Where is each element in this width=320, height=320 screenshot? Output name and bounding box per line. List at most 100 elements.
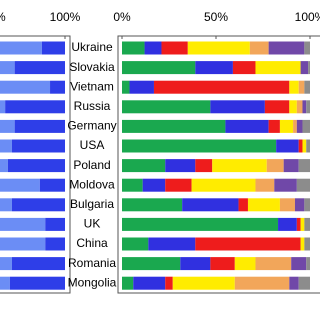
- bar-segment: [45, 237, 65, 251]
- bar-segment: [306, 257, 310, 271]
- bar-segment: [39, 178, 65, 192]
- category-label: Russia: [74, 99, 111, 113]
- bar-segment: [298, 276, 310, 290]
- bar-segment: [300, 217, 305, 231]
- bar-segment: [50, 80, 65, 94]
- bar-segment: [283, 159, 299, 173]
- bar-segment: [264, 100, 290, 114]
- bar-segment: [11, 257, 66, 271]
- bar-segment: [45, 217, 65, 231]
- bar-segment: [289, 100, 297, 114]
- bar-segment: [9, 276, 66, 290]
- bar-segment: [195, 237, 301, 251]
- category-label: Ukraine: [71, 40, 113, 54]
- bar-segment: [304, 80, 310, 94]
- bar-segment: [308, 61, 310, 75]
- bar-segment: [0, 237, 46, 251]
- bar-segment: [195, 61, 233, 75]
- category-label: UK: [84, 217, 101, 231]
- category-label: Bulgaria: [70, 197, 114, 211]
- x-tick-label: 100%: [295, 10, 320, 24]
- bar-segment: [122, 178, 143, 192]
- category-label: Moldova: [69, 177, 115, 191]
- bar-segment: [165, 276, 173, 290]
- bar-segment: [7, 159, 65, 173]
- category-label: Romania: [68, 256, 116, 270]
- category-label: USA: [80, 138, 105, 152]
- category-label: Vietnam: [70, 79, 114, 93]
- bar-segment: [274, 178, 297, 192]
- bar-segment: [302, 119, 310, 133]
- bar-segment: [14, 119, 65, 133]
- bar-segment: [266, 159, 284, 173]
- bar-segment: [142, 178, 166, 192]
- bar-segment: [14, 61, 65, 75]
- bar-segment: [122, 257, 181, 271]
- category-label: Slovakia: [69, 60, 115, 74]
- bar-segment: [0, 80, 51, 94]
- bar-segment: [180, 257, 211, 271]
- bar-segment: [0, 257, 12, 271]
- bar-segment: [0, 41, 42, 55]
- bar-segment: [0, 198, 12, 212]
- bar-segment: [191, 178, 256, 192]
- bar-segment: [279, 119, 294, 133]
- bar-segment: [122, 119, 226, 133]
- bar-segment: [172, 276, 235, 290]
- bar-segment: [255, 257, 292, 271]
- bar-segment: [289, 276, 299, 290]
- bar-segment: [304, 198, 310, 212]
- bar-segment: [122, 61, 196, 75]
- bar-segment: [296, 178, 310, 192]
- bar-segment: [122, 80, 130, 94]
- bar-segment: [298, 139, 303, 153]
- bar-segment: [296, 100, 303, 114]
- bar-segment: [225, 119, 269, 133]
- bar-segment: [153, 80, 290, 94]
- bar-segment: [148, 237, 196, 251]
- bar-segment: [133, 276, 166, 290]
- bar-segment: [122, 198, 183, 212]
- bar-segment: [279, 198, 295, 212]
- bar-segment: [210, 257, 235, 271]
- bar-segment: [268, 119, 280, 133]
- bar-segment: [255, 178, 275, 192]
- bar-segment: [0, 139, 12, 153]
- bar-segment: [255, 61, 301, 75]
- bar-segment: [187, 41, 250, 55]
- bar-segment: [302, 139, 307, 153]
- bar-segment: [11, 139, 66, 153]
- bar-segment: [122, 159, 166, 173]
- bar-segment: [0, 61, 15, 75]
- bar-segment: [249, 41, 269, 55]
- bar-segment: [182, 198, 239, 212]
- bar-segment: [296, 119, 303, 133]
- bar-segment: [304, 41, 310, 55]
- category-label: Mongolia: [68, 275, 117, 289]
- bar-segment: [122, 100, 211, 114]
- bar-segment: [129, 80, 154, 94]
- bar-segment: [291, 257, 307, 271]
- bar-segment: [161, 41, 188, 55]
- bar-segment: [300, 237, 305, 251]
- bar-segment: [304, 217, 310, 231]
- bar-segment: [11, 198, 66, 212]
- category-label: Germany: [67, 119, 116, 133]
- bar-segment: [195, 159, 213, 173]
- x-tick-label: 100%: [50, 10, 81, 24]
- bar-segment: [298, 159, 310, 173]
- bar-segment: [165, 159, 196, 173]
- x-tick-label: 0%: [113, 10, 131, 24]
- bar-segment: [298, 80, 305, 94]
- bar-segment: [306, 100, 310, 114]
- x-tick-label: 50%: [204, 10, 228, 24]
- bar-segment: [122, 139, 277, 153]
- bar-segment: [234, 257, 256, 271]
- bar-segment: [0, 276, 10, 290]
- bar-segment: [0, 178, 40, 192]
- bar-segment: [289, 80, 299, 94]
- bar-segment: [234, 276, 290, 290]
- bar-segment: [302, 100, 307, 114]
- bar-segment: [294, 198, 305, 212]
- category-label: Poland: [73, 158, 110, 172]
